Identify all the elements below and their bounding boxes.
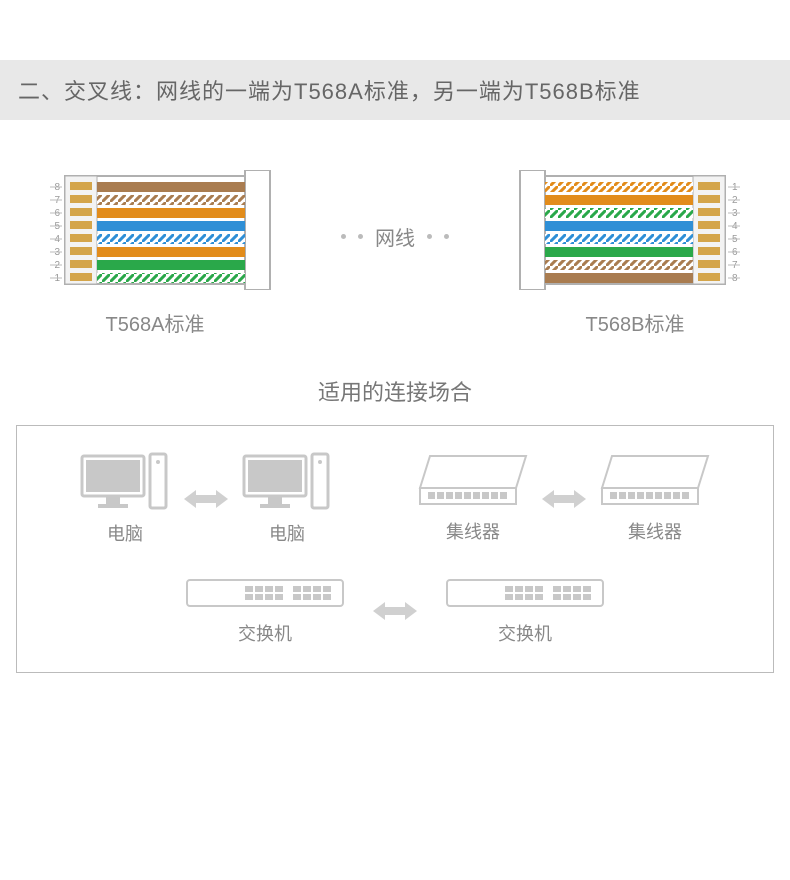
scenario-row: 电脑 电脑 <box>37 452 753 546</box>
page: 二、交叉线：网线的一端为T568A标准，另一端为T568B标准 <box>0 60 790 673</box>
dot-icon <box>427 234 432 239</box>
hub-icon <box>418 454 528 510</box>
connector-right-label: T568B标准 <box>586 308 685 337</box>
device-switch: 交换机 <box>185 576 345 646</box>
double-arrow-icon <box>373 600 417 622</box>
pc-icon <box>242 452 332 512</box>
device-label: 电脑 <box>269 520 305 546</box>
rj45-t568a-diagram: 8765 4321 <box>30 170 280 290</box>
device-pc: 电脑 <box>80 452 170 546</box>
dot-icon <box>341 234 346 239</box>
scenarios-title: 适用的连接场合 <box>0 375 790 407</box>
double-arrow-icon <box>542 488 586 510</box>
device-pc: 电脑 <box>242 452 332 546</box>
cable-label-group: 网线 <box>341 222 449 251</box>
device-label: 交换机 <box>498 620 552 646</box>
device-label: 电脑 <box>107 520 143 546</box>
scenario-pair: 电脑 电脑 <box>80 452 332 546</box>
pc-icon <box>80 452 170 512</box>
device-label: 集线器 <box>628 518 682 544</box>
connector-left: 8765 4321 T568A标准 <box>30 170 280 337</box>
connector-right: 1234 5678 T568B标准 <box>510 170 760 337</box>
device-label: 交换机 <box>238 620 292 646</box>
device-hub: 集线器 <box>418 454 528 544</box>
scenario-pair: 交换机 交换机 <box>185 576 605 646</box>
dot-icon <box>444 234 449 239</box>
connectors-row: 8765 4321 T568A标准 网线 <box>0 120 790 347</box>
device-hub: 集线器 <box>600 454 710 544</box>
scenario-row: 交换机 交换机 <box>37 576 753 646</box>
section-title-bar: 二、交叉线：网线的一端为T568A标准，另一端为T568B标准 <box>0 60 790 120</box>
switch-icon <box>445 576 605 612</box>
dot-icon <box>358 234 363 239</box>
scenario-pair: 集线器 集线器 <box>418 454 710 544</box>
device-switch: 交换机 <box>445 576 605 646</box>
cable-label: 网线 <box>375 222 415 251</box>
double-arrow-icon <box>184 488 228 510</box>
scenarios-box: 电脑 电脑 <box>16 425 774 673</box>
rj45-t568b-diagram: 1234 5678 <box>510 170 760 290</box>
device-label: 集线器 <box>446 518 500 544</box>
connector-left-label: T568A标准 <box>106 308 205 337</box>
hub-icon <box>600 454 710 510</box>
switch-icon <box>185 576 345 612</box>
